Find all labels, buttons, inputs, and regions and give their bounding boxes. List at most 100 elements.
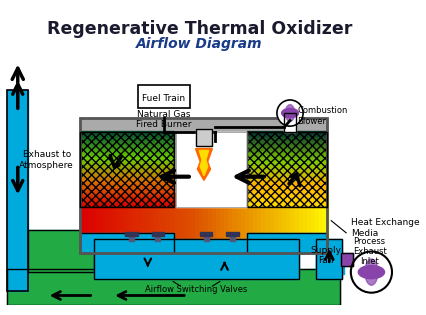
Bar	[96, 192, 101, 253]
Bar	[294, 192, 299, 253]
Bar	[176, 132, 246, 207]
Bar	[80, 132, 174, 207]
Bar	[228, 192, 233, 253]
Bar	[80, 163, 174, 165]
Bar	[246, 176, 327, 179]
Bar	[236, 192, 241, 253]
Bar	[80, 191, 174, 193]
Bar	[216, 192, 220, 253]
Bar	[116, 192, 121, 253]
Bar	[248, 192, 253, 253]
Bar	[246, 197, 327, 199]
Bar	[273, 192, 278, 253]
Bar	[246, 182, 327, 184]
Bar	[141, 192, 146, 253]
Bar	[80, 197, 174, 199]
Bar	[129, 192, 134, 253]
Bar	[8, 90, 28, 291]
Bar	[285, 192, 291, 253]
Bar	[191, 192, 196, 253]
Bar	[80, 154, 174, 156]
Bar	[256, 192, 262, 253]
Bar	[162, 192, 167, 253]
Bar	[316, 255, 343, 274]
Text: Natural Gas
Fired Burner: Natural Gas Fired Burner	[135, 110, 191, 129]
Bar	[246, 184, 327, 186]
Bar	[246, 173, 327, 175]
Bar	[93, 239, 299, 279]
Bar	[314, 192, 320, 253]
Bar	[108, 192, 113, 253]
Bar	[79, 118, 327, 253]
Bar	[155, 234, 160, 241]
Bar	[80, 178, 174, 180]
Bar	[246, 159, 327, 162]
Ellipse shape	[364, 259, 377, 285]
Bar	[322, 192, 328, 253]
Bar	[100, 192, 105, 253]
Text: Process
Exhaust
Inlet: Process Exhaust Inlet	[352, 237, 386, 266]
Bar	[80, 174, 174, 177]
Bar	[277, 192, 282, 253]
Bar	[92, 192, 97, 253]
Bar	[269, 192, 274, 253]
Bar	[224, 192, 229, 253]
Ellipse shape	[281, 108, 298, 118]
Bar	[174, 192, 179, 253]
Bar	[246, 141, 327, 143]
Bar	[246, 180, 327, 182]
Bar	[199, 192, 204, 253]
Bar	[121, 192, 126, 253]
Bar	[28, 230, 93, 272]
Bar	[8, 269, 339, 305]
Bar	[80, 141, 174, 143]
Bar	[281, 192, 286, 253]
Bar	[341, 253, 352, 266]
Bar	[246, 133, 327, 135]
Bar	[104, 192, 109, 253]
Bar	[207, 192, 212, 253]
Bar	[8, 269, 339, 305]
Bar	[246, 132, 327, 207]
Bar	[83, 192, 89, 253]
Bar	[341, 253, 352, 266]
Text: Fuel Train: Fuel Train	[142, 94, 185, 103]
Bar	[80, 146, 174, 149]
Bar	[80, 167, 174, 169]
Bar	[195, 129, 212, 146]
Bar	[246, 203, 327, 205]
Bar	[145, 192, 150, 253]
Bar	[80, 148, 174, 151]
Bar	[246, 199, 327, 201]
Bar	[246, 148, 327, 151]
Bar	[8, 90, 28, 291]
Polygon shape	[195, 149, 212, 180]
Bar	[80, 195, 174, 197]
Bar	[246, 233, 327, 253]
Bar	[137, 192, 142, 253]
Bar	[246, 152, 327, 154]
Text: Airflow Diagram: Airflow Diagram	[135, 37, 262, 51]
Bar	[219, 192, 225, 253]
Bar	[80, 204, 174, 207]
Bar	[246, 204, 327, 207]
Bar	[28, 251, 93, 277]
Bar	[261, 192, 266, 253]
Bar	[125, 232, 137, 236]
Bar	[244, 192, 249, 253]
Bar	[211, 192, 216, 253]
Bar	[246, 154, 327, 156]
Text: Supply
Fan: Supply Fan	[309, 246, 340, 265]
Bar	[246, 174, 327, 177]
Bar	[246, 195, 327, 197]
Bar	[316, 239, 342, 279]
Bar	[80, 189, 174, 192]
Bar	[80, 131, 174, 134]
Bar	[246, 193, 327, 195]
Ellipse shape	[285, 105, 294, 122]
Bar	[246, 135, 327, 137]
Bar	[232, 192, 237, 253]
Bar	[246, 163, 327, 165]
Bar	[246, 146, 327, 149]
Bar	[80, 187, 174, 190]
